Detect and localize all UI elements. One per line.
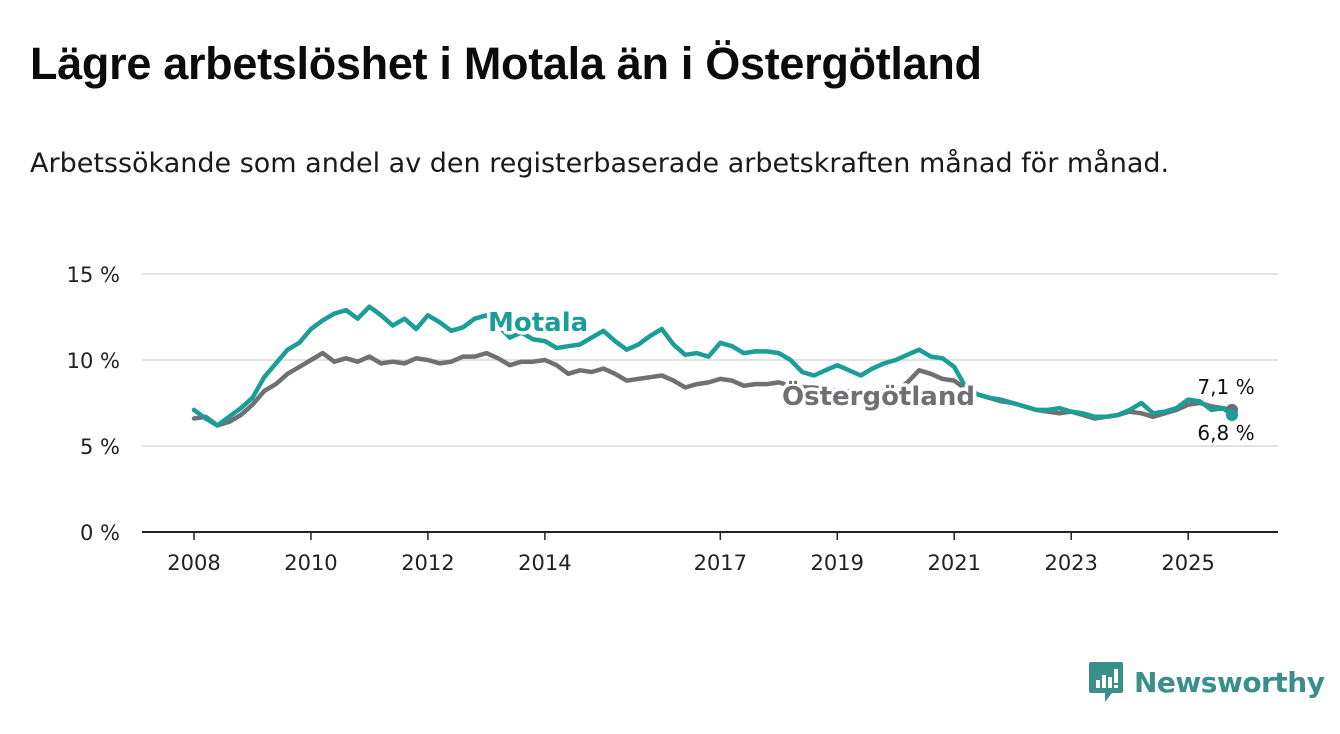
end-value-label-motala: 6,8 % xyxy=(1197,421,1254,445)
series-name-label-motala: Motala xyxy=(488,308,588,338)
series-line-stergtland xyxy=(191,350,1235,428)
x-tick-label: 2019 xyxy=(811,551,864,575)
y-tick-label: 0 % xyxy=(80,521,120,545)
newsworthy-bars-icon xyxy=(1089,662,1123,702)
y-tick-label: 5 % xyxy=(80,435,120,459)
end-value-label-stergtland: 7,1 % xyxy=(1197,375,1254,399)
y-tick-label: 15 % xyxy=(67,263,120,287)
axes: 0 % 5 % 10 % 15 % 2008 2010 2012 2014 2017 2019 20… xyxy=(67,263,1278,575)
brand-name: Newsworthy xyxy=(1134,665,1325,699)
x-tick-label: 2023 xyxy=(1044,551,1097,575)
series-labels: Motala Östergötland 7,1 % 6,8 % xyxy=(485,305,1258,448)
x-tick-label: 2010 xyxy=(284,551,337,575)
series-lines xyxy=(191,304,1238,428)
x-tick-label: 2014 xyxy=(518,551,571,575)
series-line-motala xyxy=(191,304,1235,428)
x-tick-label: 2012 xyxy=(401,551,454,575)
x-tick-label: 2008 xyxy=(167,551,220,575)
newsworthy-logo: Newsworthy xyxy=(1088,660,1325,704)
series-end-point-motala xyxy=(1226,409,1238,422)
x-tick-label: 2025 xyxy=(1161,551,1214,575)
x-tick-label: 2017 xyxy=(694,551,747,575)
series-name-label-stergtland: Östergötland xyxy=(782,379,975,412)
chart-title: Lägre arbetslöshet i Motala än i Östergö… xyxy=(30,38,982,89)
chart-subtitle: Arbetssökande som andel av den registerb… xyxy=(30,148,1170,179)
y-tick-label: 10 % xyxy=(67,349,120,373)
x-tick-label: 2021 xyxy=(927,551,980,575)
